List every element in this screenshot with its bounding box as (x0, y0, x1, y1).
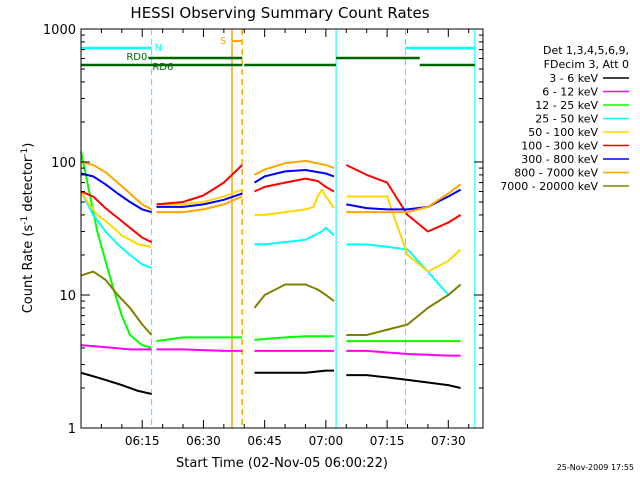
series-line (346, 243, 462, 296)
series-line (345, 164, 462, 233)
series-line (80, 344, 152, 351)
series-line (80, 190, 153, 244)
series-4 (80, 188, 462, 273)
series-line (156, 336, 243, 343)
x-tick-label: 06:30 (186, 434, 221, 448)
series-line (254, 188, 335, 216)
y-tick-label: 100 (51, 156, 76, 171)
legend-header-line-2: FDecim 3, Att 0 (544, 58, 629, 71)
series-line (346, 374, 461, 389)
x-tick-label: 07:15 (370, 434, 405, 448)
series-line (254, 335, 334, 341)
series-line (80, 161, 153, 211)
legend-label: 25 - 50 keV (535, 113, 598, 126)
legend-label: 12 - 25 keV (535, 99, 598, 112)
chart-title: HESSI Observing Summary Count Rates (130, 4, 429, 22)
x-tick-label: 07:00 (309, 434, 344, 448)
legend-header-line-1: Det 1,3,4,5,6,9, (543, 44, 629, 57)
series-line (254, 159, 335, 176)
x-axis-label: Start Time (02-Nov-05 06:00:22) (176, 456, 388, 471)
series-line (346, 188, 462, 211)
legend-label: 3 - 6 keV (549, 72, 598, 85)
series-line (254, 226, 335, 246)
y-axis: 1 10 100 1000 (43, 23, 483, 437)
x-tick-label: 07:30 (431, 434, 466, 448)
night-label: N (155, 43, 162, 54)
series-line (346, 195, 462, 273)
rd6-label: RD6 (152, 62, 173, 73)
y-tick-label: 1000 (43, 23, 76, 38)
saa-label: S (220, 36, 226, 47)
legend-label: 800 - 7000 keV (514, 167, 598, 180)
series-line (80, 191, 152, 269)
legend-label: 7000 - 20000 keV (500, 180, 598, 193)
plot-area: S N RD0 RD6 (80, 29, 476, 428)
series-line (156, 348, 243, 352)
series-1 (80, 344, 461, 357)
series-line (253, 283, 335, 309)
series-line (254, 177, 335, 193)
legend-label: 6 - 12 keV (542, 86, 598, 99)
series-6 (80, 169, 462, 214)
legend-label: 50 - 100 keV (528, 126, 598, 139)
legend: Det 1,3,4,5,6,9, FDecim 3, Att 0 3 - 6 k… (500, 44, 629, 193)
y-tick-label: 10 (59, 289, 76, 304)
x-tick-label: 06:45 (247, 434, 282, 448)
series-8 (80, 270, 462, 336)
series-line (156, 164, 243, 206)
series-line (156, 192, 243, 208)
y-tick-label: 1 (68, 422, 76, 437)
series-line (80, 371, 152, 395)
series-line (253, 169, 335, 184)
legend-label: 100 - 300 keV (521, 140, 598, 153)
y-axis-label: Count Rate (s-1 detector-1) (20, 143, 36, 314)
legend-label: 300 - 800 keV (521, 153, 598, 166)
series-5 (80, 164, 462, 244)
x-axis: 06:15 06:30 06:45 07:00 07:15 07:30 (100, 29, 470, 448)
plot-frame (80, 28, 484, 429)
series-0 (80, 369, 461, 395)
series-line (80, 190, 152, 248)
x-tick-label: 06:15 (125, 434, 160, 448)
series-7 (80, 159, 462, 214)
series-line (80, 270, 153, 336)
timestamp: 25-Nov-2009 17:55 (556, 463, 634, 472)
series-line (80, 172, 152, 214)
rd0-label: RD0 (126, 52, 147, 63)
series-line (346, 283, 462, 336)
series-line (346, 349, 461, 357)
series-line (156, 195, 243, 214)
series-line (346, 183, 462, 214)
series-line (156, 188, 243, 206)
series-line (254, 369, 334, 374)
